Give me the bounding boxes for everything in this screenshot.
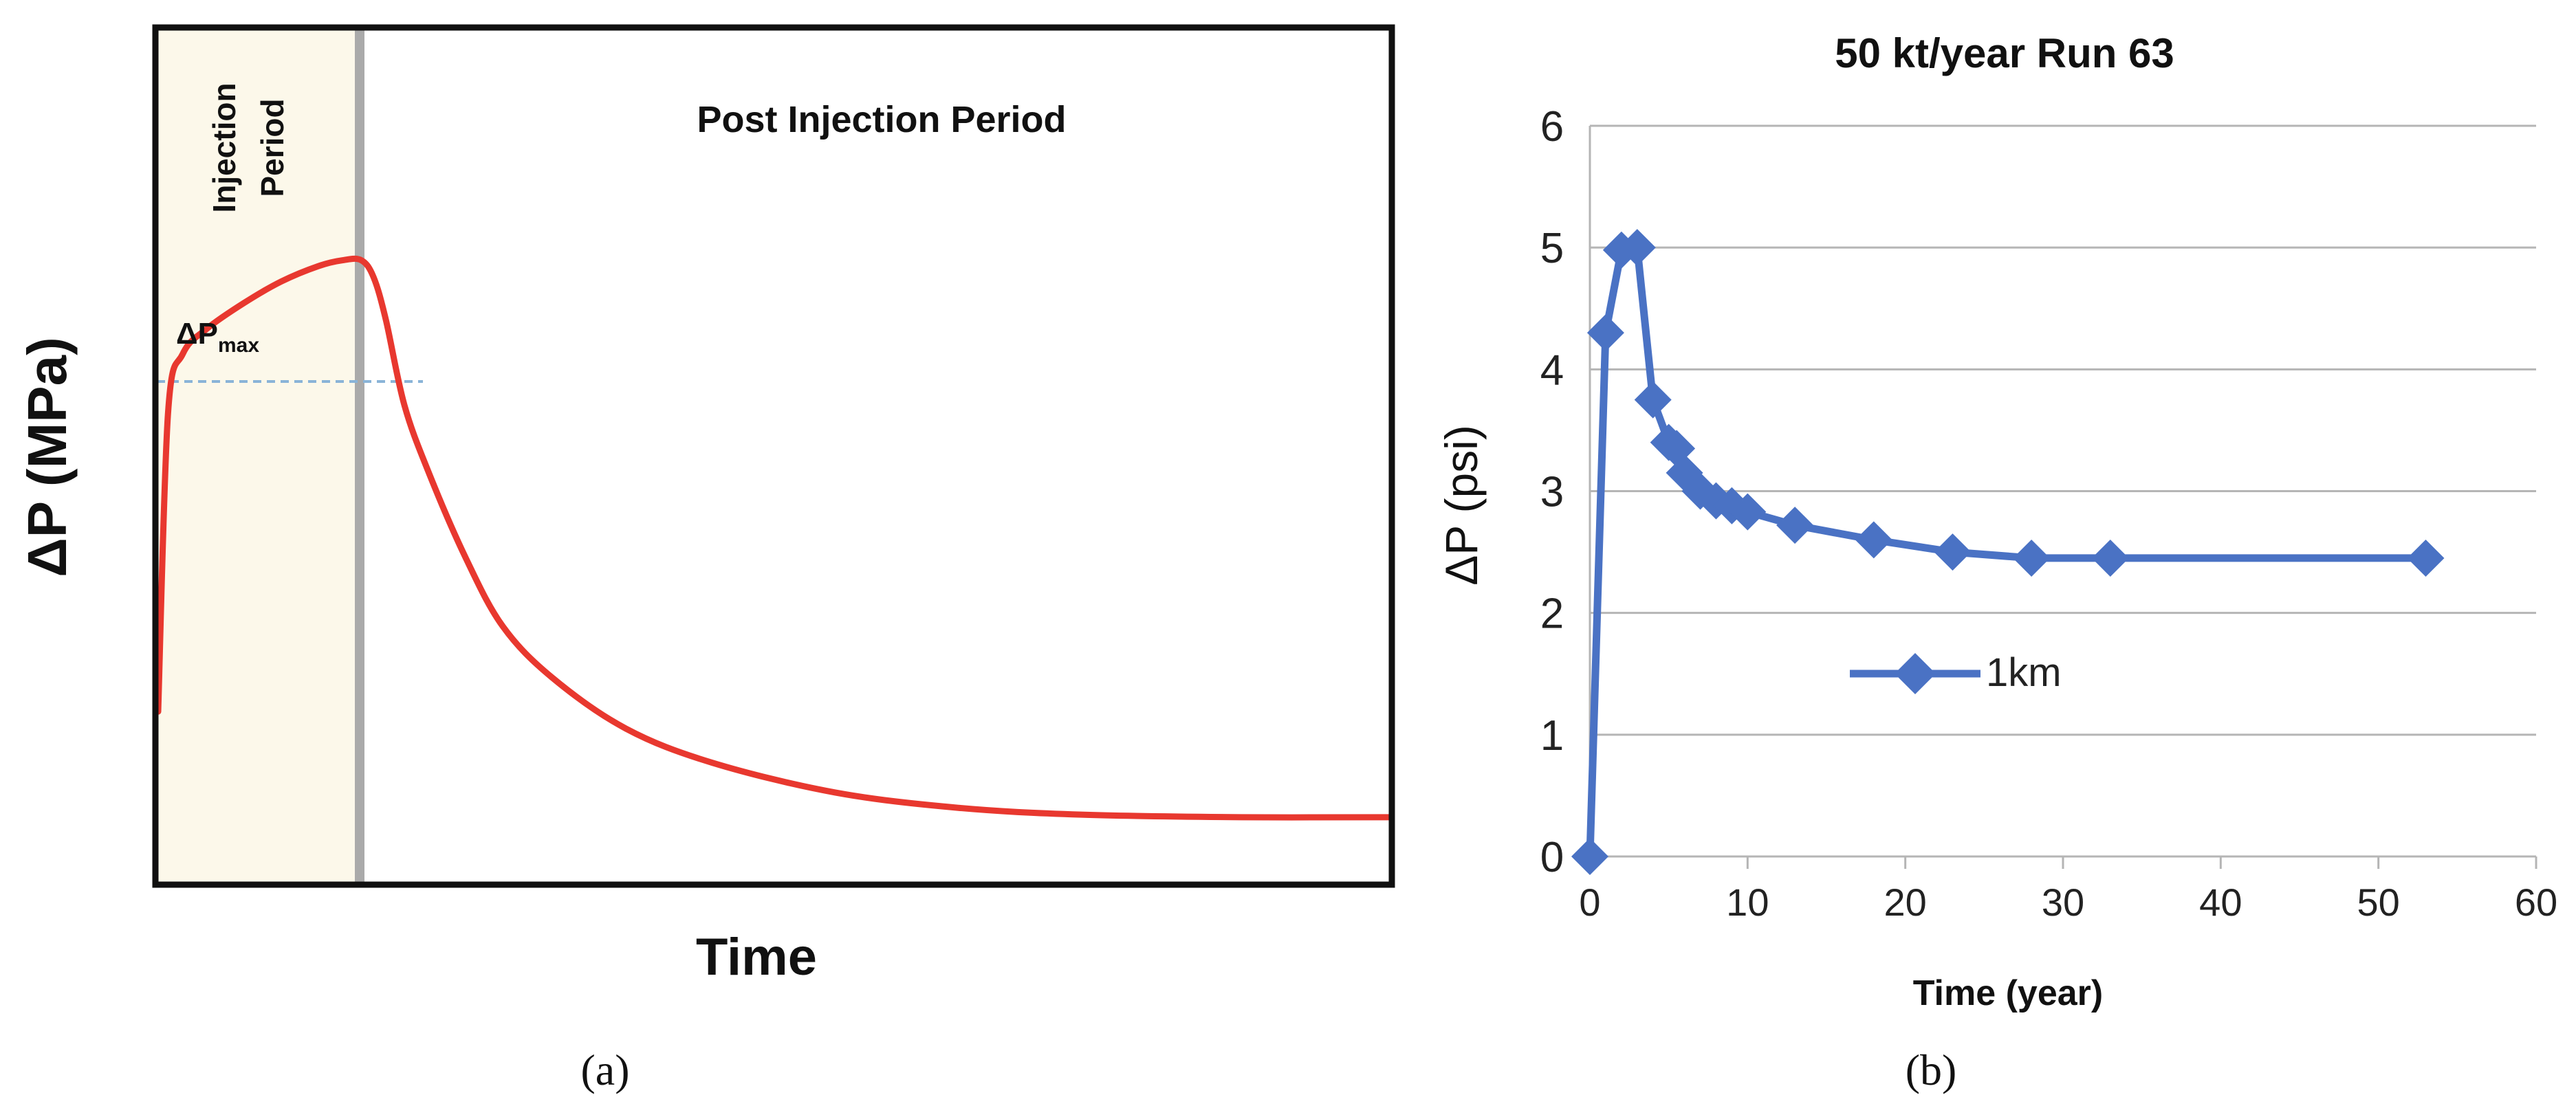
data-point-marker-13 [1855,521,1892,559]
y-tick-label: 6 [1540,103,1564,151]
x-axis-label: Time (year) [1913,973,2104,1013]
data-point-marker-11 [1729,493,1767,531]
legend-marker [1895,653,1936,694]
y-tick-label: 5 [1540,225,1564,272]
x-tick-label: 20 [1884,881,1927,924]
y-tick-label: 0 [1540,834,1564,881]
x-tick-labels: 0 10 20 30 40 50 60 [1579,881,2557,924]
data-point-marker-15 [2013,539,2051,577]
data-point-marker-16 [2091,539,2129,577]
data-point-marker-1 [1586,314,1624,352]
injection-period-label-line1: Injection [206,82,242,212]
gridlines [1590,124,2536,736]
panel-b-caption: (b) [1906,1046,1957,1094]
y-axis-label: ΔP (psi) [1436,425,1487,586]
pressure-curve [155,255,1393,821]
x-tick-label: 30 [2042,881,2084,924]
y-tick-label: 4 [1540,346,1564,394]
dp-max-label: ΔPmax [176,317,259,357]
injection-period-region [157,29,358,885]
plot-frame [152,24,1395,888]
x-tick-label: 10 [1726,881,1769,924]
y-axis-label: ΔP (MPa) [17,337,78,577]
x-tick-label: 60 [2515,881,2557,924]
data-point-marker-14 [1934,533,1972,571]
x-axis-label: Time [696,928,817,986]
post-injection-period-label: Post Injection Period [697,99,1066,140]
data-point-marker-17 [2407,539,2445,577]
y-tick-label: 2 [1540,590,1564,638]
x-tick-label: 40 [2199,881,2242,924]
data-point-marker-0 [1571,838,1608,875]
panel-a-schematic-chart: Injection Period Post Injection Period Δ… [17,24,1395,1094]
y-tick-label: 3 [1540,469,1564,516]
x-tick-label: 50 [2357,881,2400,924]
data-point-marker-12 [1776,507,1814,544]
panel-a-caption: (a) [580,1046,629,1094]
x-tick-label: 0 [1579,881,1600,924]
y-tick-labels: 0 1 2 3 4 5 6 [1540,103,1564,881]
injection-period-label-line2: Period [254,98,290,197]
chart-title: 50 kt/year Run 63 [1835,30,2174,76]
legend-label: 1km [1986,650,2062,695]
data-point-marker-3 [1618,229,1656,267]
series-line-1km [1586,243,2426,857]
data-point-marker-4 [1634,381,1672,419]
series-markers-1km [1571,229,2445,875]
legend: 1km [1850,650,2062,695]
y-tick-label: 1 [1540,712,1564,760]
